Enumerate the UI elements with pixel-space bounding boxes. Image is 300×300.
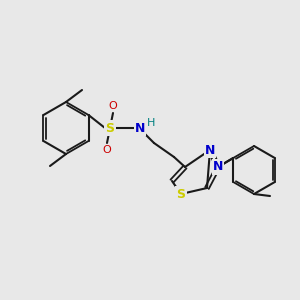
Text: N: N <box>135 122 145 134</box>
Text: N: N <box>213 160 223 173</box>
Text: O: O <box>109 101 117 111</box>
Text: S: S <box>106 122 115 134</box>
Text: H: H <box>147 118 155 128</box>
Text: S: S <box>176 188 185 200</box>
Text: N: N <box>205 143 215 157</box>
Text: O: O <box>103 145 111 155</box>
